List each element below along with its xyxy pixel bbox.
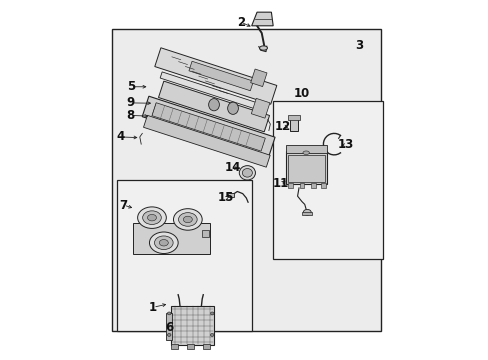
Bar <box>133 223 210 253</box>
Bar <box>171 306 214 345</box>
Bar <box>142 96 274 158</box>
Ellipse shape <box>167 312 171 315</box>
Bar <box>155 48 276 104</box>
Text: 1: 1 <box>149 301 157 314</box>
Bar <box>285 151 326 184</box>
Ellipse shape <box>210 312 214 315</box>
Text: 9: 9 <box>126 96 135 109</box>
Bar <box>285 145 326 153</box>
Ellipse shape <box>242 168 252 177</box>
Ellipse shape <box>142 211 161 225</box>
Bar <box>321 183 325 188</box>
Bar <box>287 116 300 120</box>
Bar <box>152 103 265 151</box>
Text: 10: 10 <box>293 87 309 100</box>
Ellipse shape <box>173 209 202 230</box>
Text: 8: 8 <box>126 109 135 122</box>
Bar <box>112 30 380 330</box>
Ellipse shape <box>137 207 166 228</box>
Text: 13: 13 <box>337 138 353 151</box>
Bar <box>117 180 251 330</box>
Bar <box>250 69 266 86</box>
Bar <box>158 81 269 132</box>
Text: 5: 5 <box>126 80 135 93</box>
Bar <box>202 230 208 237</box>
Bar <box>228 193 234 197</box>
Bar <box>287 155 325 182</box>
Text: 14: 14 <box>224 161 241 174</box>
Ellipse shape <box>149 232 178 253</box>
Ellipse shape <box>159 239 168 246</box>
Polygon shape <box>251 12 273 26</box>
Ellipse shape <box>178 213 197 226</box>
Ellipse shape <box>239 166 255 180</box>
Ellipse shape <box>167 333 171 336</box>
Bar <box>171 344 178 348</box>
Bar <box>187 344 194 348</box>
Bar <box>310 183 315 188</box>
Text: 12: 12 <box>275 120 291 133</box>
Bar <box>165 313 172 339</box>
Bar <box>188 61 253 91</box>
Bar <box>287 183 292 188</box>
Bar <box>143 115 270 167</box>
Text: 2: 2 <box>236 16 244 29</box>
Ellipse shape <box>259 46 267 50</box>
Bar <box>160 72 267 112</box>
Text: 3: 3 <box>354 39 363 52</box>
Ellipse shape <box>303 210 310 215</box>
Ellipse shape <box>227 102 238 114</box>
Text: 6: 6 <box>165 321 173 334</box>
Ellipse shape <box>147 215 156 221</box>
Bar <box>273 101 382 259</box>
Text: 11: 11 <box>272 177 288 190</box>
Ellipse shape <box>183 216 192 223</box>
Bar <box>299 183 304 188</box>
Text: 15: 15 <box>217 192 234 204</box>
Text: 4: 4 <box>117 130 124 144</box>
Ellipse shape <box>154 236 173 249</box>
Bar <box>251 98 269 118</box>
Ellipse shape <box>210 333 214 336</box>
Text: 7: 7 <box>120 199 127 212</box>
Bar <box>290 117 298 131</box>
Ellipse shape <box>208 99 219 111</box>
Bar <box>203 344 210 348</box>
Bar <box>301 212 311 215</box>
Ellipse shape <box>303 151 309 154</box>
